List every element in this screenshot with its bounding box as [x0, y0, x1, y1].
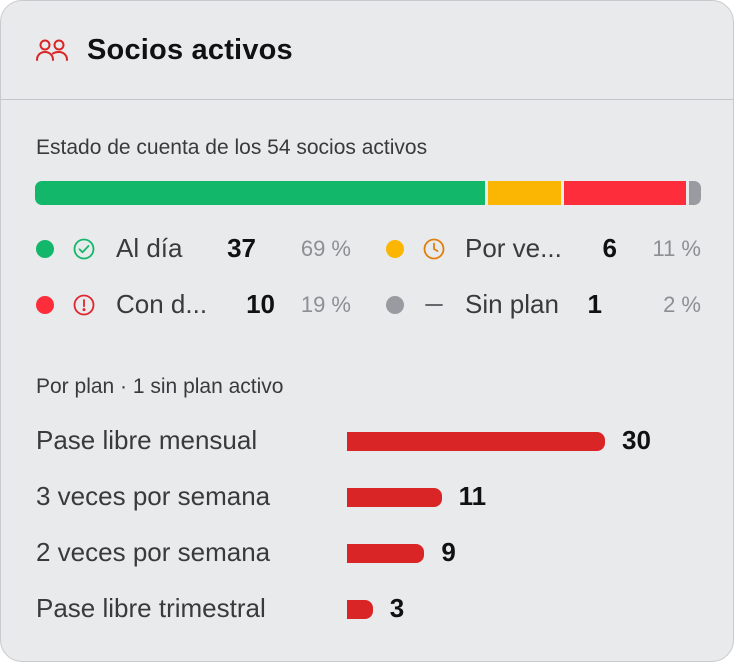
status-percent: 2 %: [663, 292, 701, 317]
status-label: Por ve...: [465, 233, 562, 263]
status-bar-segment: [35, 181, 486, 205]
plan-count: 3: [389, 593, 405, 623]
status-label: Al día: [116, 233, 183, 263]
check-circle-icon: [73, 238, 95, 260]
status-stacked-bar: [35, 181, 701, 205]
status-count: 1: [587, 289, 602, 319]
status-al-dia: Al día 37 69 %: [1, 229, 381, 269]
plan-row: 2 veces por semana 9: [1, 533, 733, 573]
plan-row: Pase libre mensual 30: [1, 421, 733, 461]
status-percent: 11 %: [652, 236, 701, 261]
plan-count: 11: [458, 481, 487, 511]
plan-bar: [347, 432, 605, 451]
plan-count: 9: [441, 537, 456, 567]
plan-row: 3 veces por semana 11: [1, 477, 733, 517]
card-header: Socios activos: [1, 1, 733, 100]
status-row-1: Al día 37 69 % Por ve... 6 11 %: [1, 229, 733, 269]
plan-label: 3 veces por semana: [36, 481, 271, 511]
status-por-vencer: Por ve... 6 11 %: [381, 229, 733, 269]
status-bar-segment: [688, 181, 701, 205]
plan-row: Pase libre trimestral 3: [1, 589, 733, 629]
status-con-deuda: Con d... 10 19 %: [1, 285, 381, 325]
plan-label: Pase libre trimestral: [36, 593, 266, 623]
status-dot: [36, 296, 54, 314]
status-dot: [386, 296, 404, 314]
plans-label: Por plan · 1 sin plan activo: [36, 375, 284, 398]
plan-bar: [347, 488, 442, 507]
plan-bar: [347, 544, 425, 563]
alert-circle-icon: [73, 294, 95, 316]
status-percent: 19 %: [300, 292, 351, 317]
status-bar-segment: [488, 181, 562, 205]
plan-label: Pase libre mensual: [36, 425, 258, 455]
plan-count: 30: [622, 425, 651, 455]
users-icon: [35, 36, 69, 64]
plan-label: 2 veces por semana: [36, 537, 271, 567]
clock-icon: [423, 238, 445, 260]
status-label: Con d...: [116, 289, 208, 319]
plan-bar: [347, 600, 373, 619]
status-count: 37: [227, 233, 256, 263]
status-row-2: Con d... 10 19 % Sin plan 1 2 %: [1, 285, 733, 325]
dash-icon: [423, 294, 445, 316]
card-title: Socios activos: [87, 33, 293, 66]
status-percent: 69 %: [300, 236, 351, 261]
status-bar-segment: [564, 181, 686, 205]
status-sin-plan: Sin plan 1 2 %: [381, 285, 733, 325]
summary-label: Estado de cuenta de los 54 socios activo…: [36, 136, 428, 159]
status-count: 6: [602, 233, 617, 263]
status-dot: [386, 240, 404, 258]
status-count: 10: [246, 289, 275, 319]
status-dot: [36, 240, 54, 258]
